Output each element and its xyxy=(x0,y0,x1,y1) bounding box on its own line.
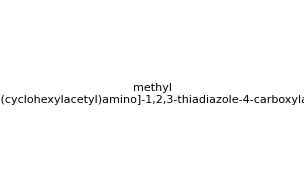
Text: methyl 5-[(cyclohexylacetyl)amino]-1,2,3-thiadiazole-4-carboxylate: methyl 5-[(cyclohexylacetyl)amino]-1,2,3… xyxy=(0,83,304,105)
